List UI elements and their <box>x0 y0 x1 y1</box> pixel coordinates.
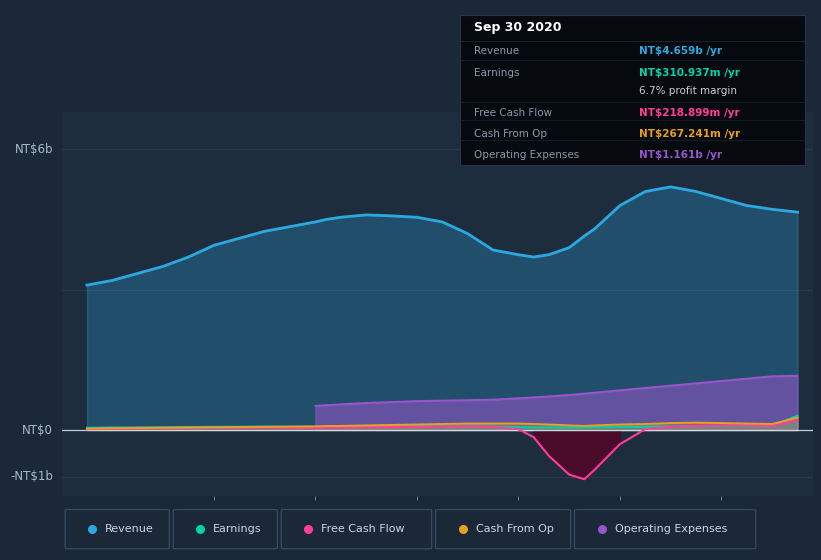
FancyBboxPatch shape <box>436 510 571 549</box>
Text: -NT$1b: -NT$1b <box>11 470 53 483</box>
Text: Earnings: Earnings <box>213 524 262 534</box>
Text: Cash From Op: Cash From Op <box>475 524 553 534</box>
Text: NT$267.241m /yr: NT$267.241m /yr <box>640 129 741 139</box>
Text: Revenue: Revenue <box>105 524 154 534</box>
Text: NT$310.937m /yr: NT$310.937m /yr <box>640 68 741 77</box>
Text: NT$6b: NT$6b <box>15 143 53 156</box>
FancyBboxPatch shape <box>282 510 432 549</box>
Text: NT$1.161b /yr: NT$1.161b /yr <box>640 150 722 160</box>
FancyBboxPatch shape <box>575 510 756 549</box>
Text: NT$4.659b /yr: NT$4.659b /yr <box>640 46 722 57</box>
Text: Earnings: Earnings <box>474 68 520 77</box>
Text: NT$218.899m /yr: NT$218.899m /yr <box>640 108 740 118</box>
FancyBboxPatch shape <box>65 510 169 549</box>
Text: 6.7% profit margin: 6.7% profit margin <box>640 86 737 96</box>
Text: NT$0: NT$0 <box>22 423 53 437</box>
Text: Operating Expenses: Operating Expenses <box>474 150 579 160</box>
Text: Free Cash Flow: Free Cash Flow <box>474 108 552 118</box>
Text: Cash From Op: Cash From Op <box>474 129 547 139</box>
Text: Operating Expenses: Operating Expenses <box>615 524 727 534</box>
FancyBboxPatch shape <box>173 510 277 549</box>
Text: Sep 30 2020: Sep 30 2020 <box>474 21 562 34</box>
Text: Revenue: Revenue <box>474 46 519 57</box>
Text: Free Cash Flow: Free Cash Flow <box>321 524 405 534</box>
